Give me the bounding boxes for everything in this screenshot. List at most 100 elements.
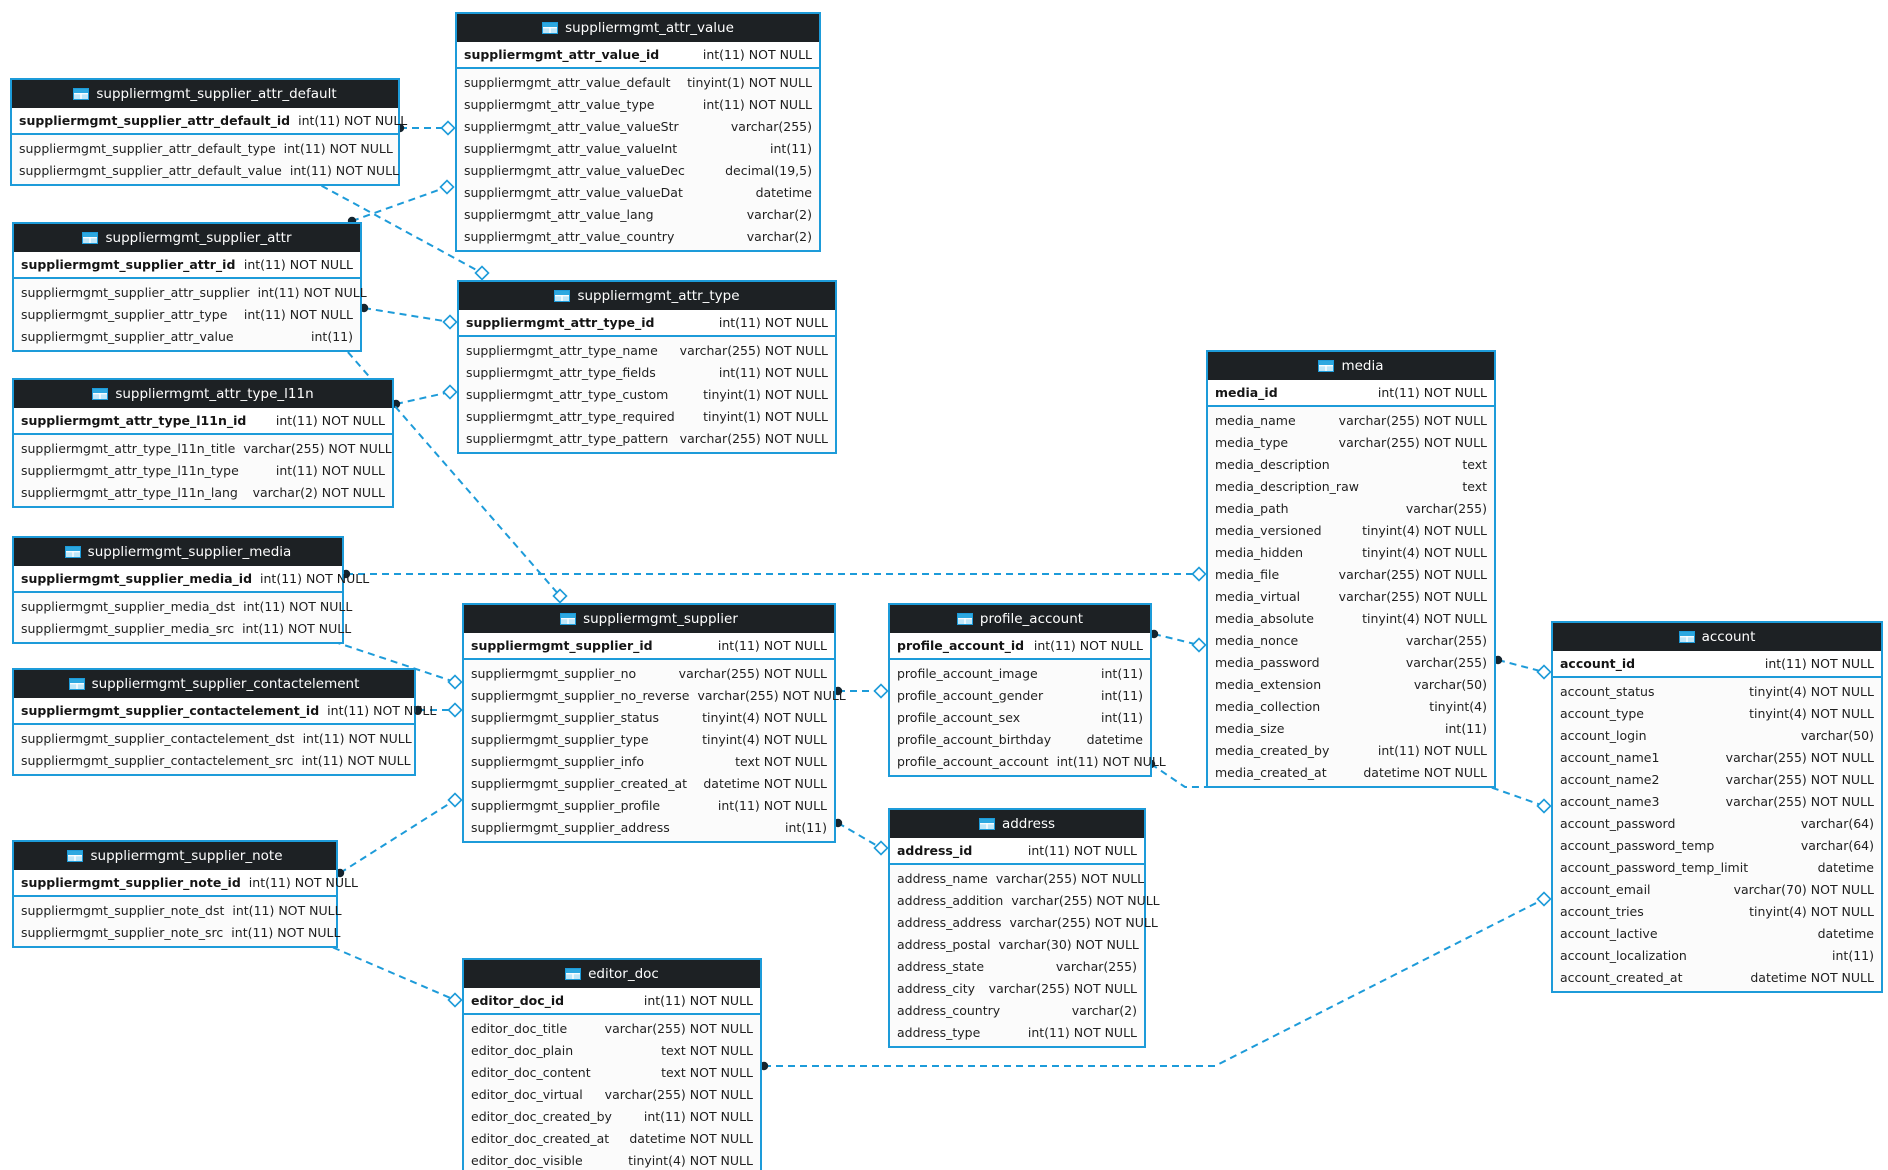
field-name: profile_account_account: [897, 753, 1049, 769]
field-row: suppliermgmt_supplier_status tinyint(4) N…: [464, 706, 834, 728]
field-type: int(11) NOT NULL: [1027, 1024, 1137, 1040]
table-header[interactable]: editor_doc: [464, 960, 760, 988]
table-icon: [1318, 360, 1335, 372]
field-type: varchar(30) NOT NULL: [998, 936, 1139, 952]
table-header[interactable]: media: [1208, 352, 1494, 380]
field-type: int(11) NOT NULL: [702, 96, 812, 112]
field-row: account_name1 varchar(255) NOT NULL: [1553, 746, 1881, 768]
table-title: profile_account: [979, 611, 1084, 627]
field-name: address_addition: [897, 892, 1004, 908]
field-row: account_password_temp varchar(64): [1553, 834, 1881, 856]
field-row: editor_doc_created_by int(11) NOT NULL: [464, 1105, 760, 1127]
table-header[interactable]: suppliermgmt_supplier: [464, 605, 834, 633]
primary-key-row: suppliermgmt_supplier_note_id int(11) NOT…: [14, 870, 358, 897]
field-row: suppliermgmt_supplier_attr_default_value…: [12, 159, 399, 181]
primary-key-row: account_id int(11) NOT NULL: [1553, 651, 1881, 678]
table-title: account: [1701, 629, 1756, 645]
field-row: media_extension varchar(50): [1208, 673, 1494, 695]
field-name: suppliermgmt_attr_type_l11n_type: [21, 462, 239, 478]
table-suppliermgmt_supplier_media[interactable]: suppliermgmt_supplier_media suppliermgmt_…: [12, 536, 369, 644]
field-name: media_name: [1215, 412, 1296, 428]
field-type: int(11) NOT NULL: [301, 752, 411, 768]
table-suppliermgmt_attr_type[interactable]: suppliermgmt_attr_type suppliermgmt_attr_…: [457, 280, 837, 454]
field-type: int(11) NOT NULL: [243, 257, 353, 272]
relationship-diamond-marker: [447, 674, 463, 690]
field-row: address_city varchar(255) NOT NULL: [890, 977, 1144, 999]
table-editor_doc[interactable]: editor_doc editor_doc_id int(11) NOT NULL e…: [462, 958, 762, 1170]
field-type: tinyint(4) NOT NULL: [1749, 683, 1874, 699]
field-row: suppliermgmt_supplier_note_src int(11) NO…: [14, 921, 340, 943]
field-row: suppliermgmt_attr_value_default tinyint(1…: [457, 71, 819, 93]
field-type: varchar(255) NOT NULL: [678, 665, 827, 681]
field-name: address_id: [897, 843, 973, 858]
field-row: address_type int(11) NOT NULL: [890, 1021, 1144, 1043]
table-header[interactable]: account: [1553, 623, 1881, 651]
table-media[interactable]: media media_id int(11) NOT NULL media_name v…: [1206, 350, 1496, 788]
field-type: text NOT NULL: [661, 1064, 753, 1080]
table-suppliermgmt_supplier_note[interactable]: suppliermgmt_supplier_note suppliermgmt_s…: [12, 840, 358, 948]
table-header[interactable]: suppliermgmt_supplier_media: [14, 538, 342, 566]
table-field-list: suppliermgmt_attr_type_name varchar(255) …: [459, 337, 835, 452]
table-field-list: suppliermgmt_attr_type_l11n_title varchar…: [14, 435, 392, 506]
table-suppliermgmt_attr_type_l11n[interactable]: suppliermgmt_attr_type_l11n suppliermgmt_…: [12, 378, 394, 508]
table-header[interactable]: address: [890, 810, 1144, 838]
field-name: account_name2: [1560, 771, 1660, 787]
table-account[interactable]: account account_id int(11) NOT NULL account…: [1551, 621, 1883, 993]
field-type: int(11): [1101, 709, 1143, 725]
table-field-list: address_name varchar(255) NOT NULL address…: [890, 865, 1160, 1046]
table-address[interactable]: address address_id int(11) NOT NULL address…: [888, 808, 1160, 1048]
field-row: account_lactive datetime: [1553, 922, 1881, 944]
field-name: media_path: [1215, 500, 1289, 516]
table-header[interactable]: suppliermgmt_supplier_contactelement: [14, 670, 414, 698]
field-row: suppliermgmt_supplier_address int(11): [464, 816, 834, 838]
table-header[interactable]: suppliermgmt_attr_type: [459, 282, 835, 310]
field-name: media_collection: [1215, 698, 1321, 714]
field-row: suppliermgmt_attr_value_lang varchar(2): [457, 203, 819, 225]
field-row: account_type tinyint(4) NOT NULL: [1553, 702, 1881, 724]
field-type: varchar(50): [1800, 727, 1874, 743]
table-header[interactable]: suppliermgmt_supplier_attr: [14, 224, 360, 252]
table-header[interactable]: suppliermgmt_supplier_note: [14, 842, 336, 870]
table-title: media: [1341, 358, 1384, 374]
relationship-diamond-marker: [442, 314, 458, 330]
table-suppliermgmt_attr_value[interactable]: suppliermgmt_attr_value suppliermgmt_attr…: [455, 12, 821, 252]
table-profile_account[interactable]: profile_account profile_account_id int(11)…: [888, 603, 1166, 777]
field-row: suppliermgmt_supplier_contactelement_src…: [14, 749, 414, 771]
field-name: suppliermgmt_attr_value_default: [464, 74, 671, 90]
table-icon: [1678, 631, 1695, 643]
table-title: suppliermgmt_attr_type_l11n: [115, 386, 314, 402]
table-suppliermgmt_supplier[interactable]: suppliermgmt_supplier suppliermgmt_suppli…: [462, 603, 846, 843]
field-type: tinyint(1) NOT NULL: [703, 408, 828, 424]
field-type: datetime: [1817, 859, 1874, 875]
field-name: account_tries: [1560, 903, 1644, 919]
field-row: editor_doc_virtual varchar(255) NOT NULL: [464, 1083, 760, 1105]
field-name: editor_doc_virtual: [471, 1086, 583, 1102]
relationship-line-suppliermgmt_supplier_note-editor_doc: [310, 937, 456, 1001]
table-header[interactable]: suppliermgmt_attr_value: [457, 14, 819, 42]
relationship-line-suppliermgmt_supplier_attr-suppliermgmt_attr_value: [351, 186, 448, 222]
field-name: profile_account_image: [897, 665, 1038, 681]
table-icon: [82, 232, 99, 244]
table-suppliermgmt_supplier_attr[interactable]: suppliermgmt_supplier_attr suppliermgmt_s…: [12, 222, 367, 352]
field-row: account_login varchar(50): [1553, 724, 1881, 746]
field-type: varchar(255): [1405, 500, 1487, 516]
field-name: suppliermgmt_supplier_attr_default_value: [19, 162, 282, 178]
primary-key-row: suppliermgmt_supplier_attr_id int(11) NOT…: [14, 252, 360, 279]
field-name: suppliermgmt_supplier_no_reverse: [471, 687, 690, 703]
field-type: text NOT NULL: [661, 1042, 753, 1058]
table-header[interactable]: suppliermgmt_attr_type_l11n: [14, 380, 392, 408]
field-row: suppliermgmt_attr_type_l11n_title varchar…: [14, 437, 392, 459]
table-header[interactable]: suppliermgmt_supplier_attr_default: [12, 80, 398, 108]
field-row: suppliermgmt_supplier_type tinyint(4) NOT…: [464, 728, 834, 750]
field-type: int(11) NOT NULL: [702, 47, 812, 62]
field-row: media_collection tinyint(4): [1208, 695, 1494, 717]
field-type: varchar(64): [1800, 837, 1874, 853]
field-type: text: [1462, 478, 1487, 494]
relationship-diamond-marker: [447, 702, 463, 718]
field-type: int(11) NOT NULL: [231, 924, 341, 940]
table-header[interactable]: profile_account: [890, 605, 1150, 633]
field-row: address_name varchar(255) NOT NULL: [890, 867, 1144, 889]
